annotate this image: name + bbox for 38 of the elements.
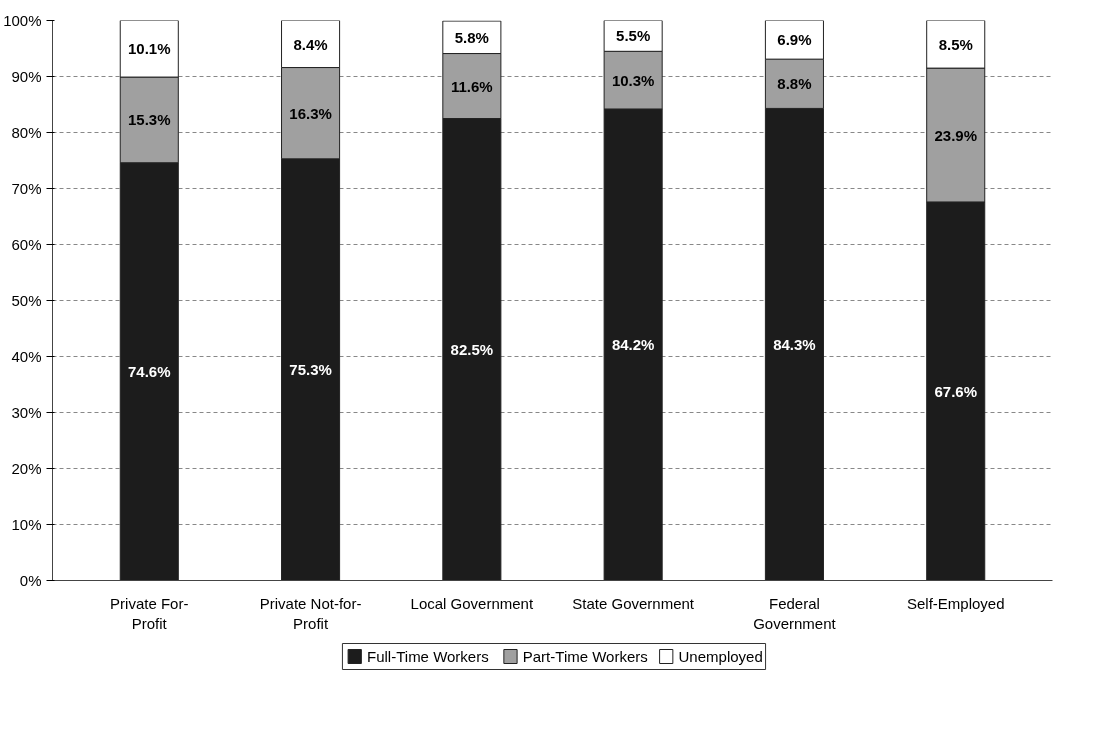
y-tick-label: 20% xyxy=(11,460,42,477)
data-label: 82.5% xyxy=(450,341,494,358)
data-label: 5.8% xyxy=(454,28,489,46)
y-tick-label: 100% xyxy=(3,12,42,29)
data-label: 84.3% xyxy=(773,335,816,353)
y-tick-label: 50% xyxy=(11,292,42,309)
y-tick-label: 30% xyxy=(11,404,42,421)
data-label: 74.6% xyxy=(128,363,171,381)
y-tick-label: 40% xyxy=(11,348,42,365)
legend-label: Part-Time Workers xyxy=(522,648,648,665)
x-tick-label: Federal Government xyxy=(753,594,837,632)
data-label: 8.8% xyxy=(777,75,812,93)
y-tick-label: 0% xyxy=(19,572,42,589)
data-label: 6.9% xyxy=(777,31,812,49)
x-tick-label: State Government xyxy=(572,594,695,612)
y-tick-label: 80% xyxy=(11,124,42,141)
data-label: 11.6% xyxy=(451,77,493,95)
data-label: 16.3% xyxy=(289,104,332,122)
data-label: 84.2% xyxy=(611,336,655,354)
legend-label: Full-Time Workers xyxy=(367,648,489,665)
data-label: 67.6% xyxy=(934,382,978,400)
y-tick-label: 70% xyxy=(11,180,42,197)
x-tick-label: Private Not-for-Profit xyxy=(259,594,362,632)
legend-label: Unemployed xyxy=(678,648,763,665)
data-label: 8.5% xyxy=(938,35,973,53)
y-tick-label: 10% xyxy=(11,516,42,533)
x-tick-label: Local Government xyxy=(410,594,534,612)
x-tick-label: Private For-Profit xyxy=(110,594,189,632)
data-label: 5.5% xyxy=(616,27,651,45)
data-label: 75.3% xyxy=(289,361,332,379)
data-label: 10.3% xyxy=(611,71,655,89)
y-tick-label: 90% xyxy=(11,68,42,85)
y-tick-label: 60% xyxy=(11,236,42,253)
data-label: 10.1% xyxy=(128,40,171,58)
data-label: 15.3% xyxy=(128,111,171,129)
x-tick-label: Self-Employed xyxy=(906,594,1005,612)
data-label: 8.4% xyxy=(293,35,328,53)
data-label: 23.9% xyxy=(934,126,978,144)
